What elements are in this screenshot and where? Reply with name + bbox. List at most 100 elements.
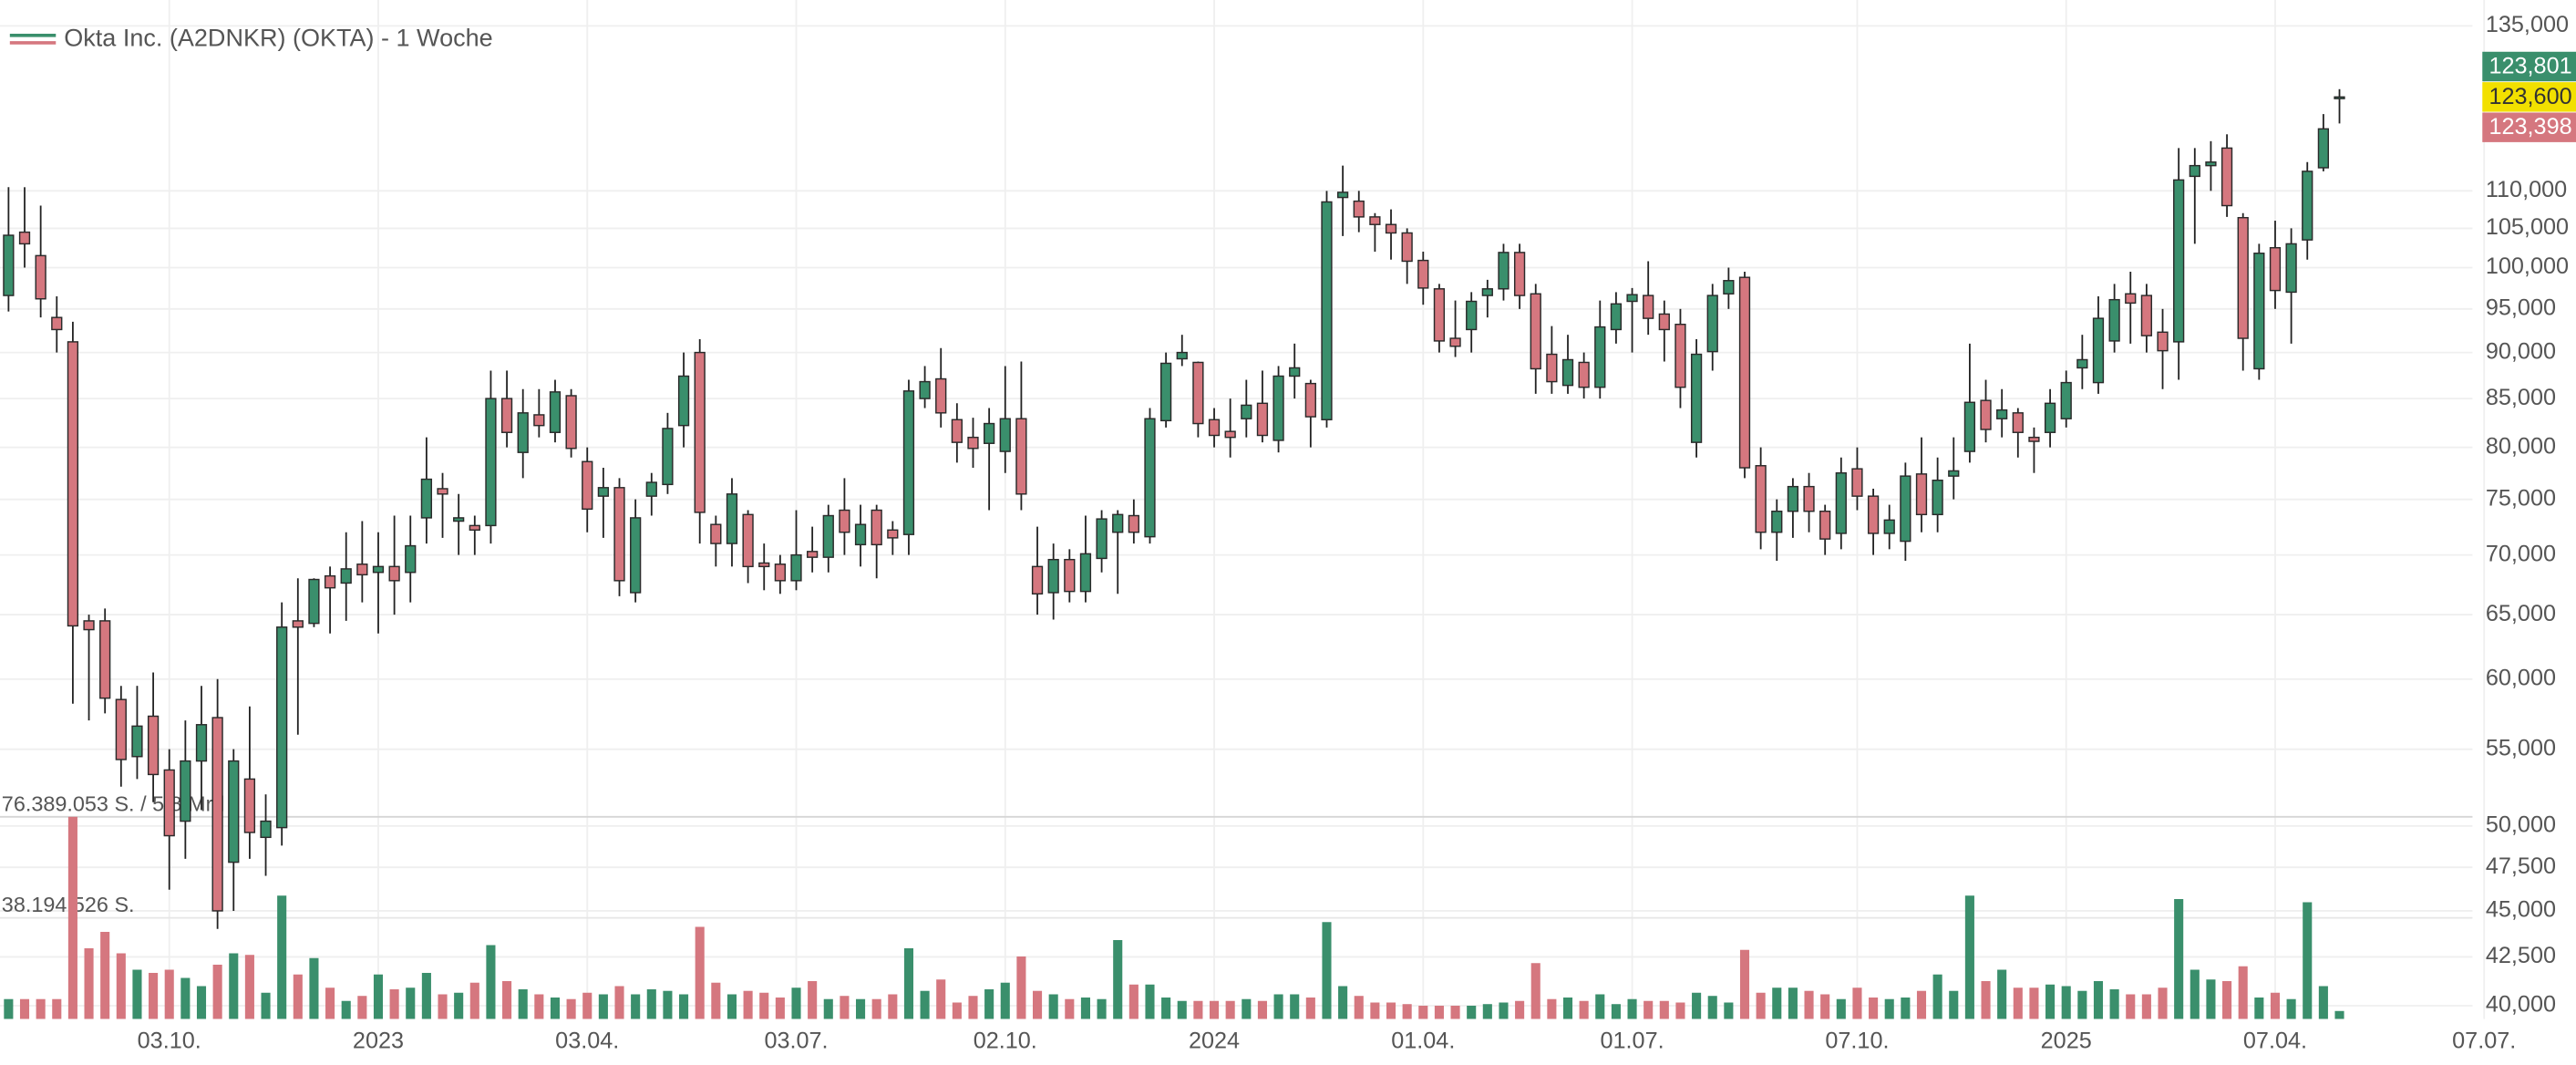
volume-bar: [1097, 998, 1107, 1019]
candle-body: [694, 351, 706, 513]
volume-bar: [679, 994, 689, 1019]
candle-body: [710, 523, 722, 544]
candle-body: [533, 414, 545, 427]
candle-body: [1723, 280, 1735, 295]
candle-body: [967, 436, 979, 450]
candle-body: [902, 390, 915, 535]
candle-body: [1900, 475, 1911, 543]
volume-bar: [1530, 963, 1540, 1019]
volume-bar: [968, 996, 978, 1019]
volume-bar: [309, 957, 319, 1019]
candle-body: [500, 398, 513, 433]
candle-body: [1883, 519, 1895, 534]
candle-body: [1208, 419, 1221, 437]
volume-bar: [1482, 1004, 1492, 1019]
volume-bar: [2222, 980, 2232, 1019]
volume-bar: [132, 969, 142, 1019]
price-tag-label: 123,398: [2488, 114, 2571, 140]
volume-tick-label: 38.194.526 S.: [2, 893, 135, 916]
candle-body: [211, 717, 223, 912]
volume-bar: [100, 932, 110, 1019]
volume-bar: [2045, 984, 2056, 1019]
y-tick-label: 90,000: [2486, 338, 2556, 364]
volume-bar: [1048, 994, 1058, 1019]
candle-body: [1980, 399, 1992, 430]
candle-body: [1112, 513, 1124, 533]
x-tick-label: 03.04.: [555, 1028, 619, 1053]
candle-body: [453, 517, 465, 522]
candle-body: [2285, 243, 2297, 294]
candle-body: [1706, 295, 1718, 353]
volume-bar: [1499, 1002, 1509, 1019]
volume-bar: [2077, 990, 2087, 1019]
volume-bar: [2206, 979, 2216, 1019]
volume-bar: [325, 987, 335, 1019]
candle-body: [1304, 382, 1316, 418]
volume-bar: [1418, 1005, 1428, 1019]
candle-body: [1079, 553, 1092, 593]
volume-bar: [486, 945, 496, 1019]
volume-bar: [823, 998, 833, 1019]
candle-body: [2125, 293, 2137, 305]
volume-bar: [1739, 949, 1750, 1019]
volume-bar: [2126, 994, 2136, 1019]
volume-bar: [2174, 899, 2184, 1019]
y-tick-label: 70,000: [2486, 541, 2556, 566]
volume-bar: [244, 955, 254, 1019]
candle-body: [2302, 171, 2313, 241]
candle-body: [645, 481, 657, 497]
candle-body: [1159, 362, 1172, 422]
candle-body: [999, 418, 1011, 452]
volume-bar: [1724, 1002, 1734, 1019]
volume-bar: [36, 998, 46, 1019]
volume-bar: [116, 953, 126, 1019]
x-tick-label: 01.07.: [1600, 1028, 1664, 1053]
volume-bar: [2013, 987, 2023, 1019]
candle-body: [597, 487, 610, 497]
x-tick-label: 03.07.: [764, 1028, 828, 1053]
volume-bar: [469, 982, 479, 1019]
grid: [0, 0, 2486, 1019]
volume-bar: [2303, 902, 2313, 1019]
volume-bar: [1257, 1000, 1267, 1019]
y-tick-label: 40,000: [2486, 992, 2556, 1018]
candle-body: [2173, 179, 2185, 343]
candle-body: [565, 395, 577, 450]
price-tag: [2482, 82, 2576, 112]
volume-bar: [2238, 966, 2248, 1019]
candle-body: [677, 375, 690, 427]
price-tags: 123,801 123,600 123,398: [2482, 51, 2576, 142]
x-tick-label: 01.04.: [1391, 1028, 1455, 1053]
candle-body: [67, 341, 79, 627]
candle-body: [1643, 295, 1654, 319]
candle-body: [758, 562, 770, 568]
volume-bar: [1305, 997, 1315, 1019]
volume-bar: [631, 994, 641, 1019]
volume-bar: [598, 994, 608, 1019]
volume-bar: [180, 977, 191, 1019]
candle-body: [324, 574, 336, 589]
volume-bars: [4, 816, 2344, 1019]
candle-body: [1385, 223, 1397, 234]
volume-bar: [743, 990, 753, 1019]
volume-bar: [2109, 988, 2119, 1019]
volume-bar: [1209, 1000, 1220, 1019]
volume-bar: [1884, 998, 1894, 1019]
volume-bar: [1562, 997, 1573, 1019]
candle-body: [549, 391, 562, 433]
candle-body: [1658, 313, 1670, 331]
candle-body: [1803, 485, 1815, 512]
volume-bar: [1128, 984, 1139, 1019]
candle-body: [1787, 485, 1799, 512]
candle-body: [822, 514, 834, 558]
volume-bar: [212, 964, 222, 1019]
candle-body: [1144, 418, 1156, 538]
candle-body: [1192, 361, 1204, 425]
candle-body: [517, 412, 529, 453]
y-tick-label: 60,000: [2486, 665, 2556, 690]
volume-bar: [1000, 982, 1010, 1019]
volume-bar: [341, 1000, 351, 1019]
candle-body: [1610, 303, 1623, 331]
candle-body: [2060, 381, 2072, 419]
